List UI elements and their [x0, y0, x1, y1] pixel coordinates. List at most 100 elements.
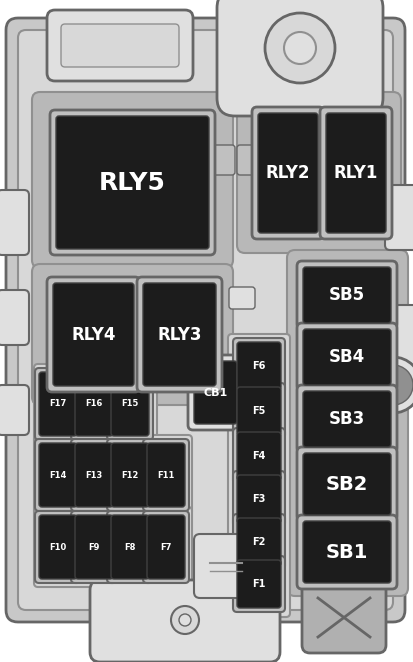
FancyBboxPatch shape: [53, 283, 134, 386]
FancyBboxPatch shape: [228, 334, 289, 617]
FancyBboxPatch shape: [296, 515, 396, 589]
Text: SB5: SB5: [328, 286, 364, 304]
FancyBboxPatch shape: [384, 305, 413, 370]
Text: F4: F4: [252, 451, 265, 461]
FancyBboxPatch shape: [236, 145, 260, 175]
Text: RLY3: RLY3: [157, 326, 201, 344]
Text: F6: F6: [252, 361, 265, 371]
FancyBboxPatch shape: [35, 439, 81, 511]
FancyBboxPatch shape: [47, 277, 140, 392]
FancyBboxPatch shape: [147, 515, 185, 579]
Text: RLY4: RLY4: [71, 326, 116, 344]
FancyBboxPatch shape: [302, 267, 390, 323]
FancyBboxPatch shape: [75, 443, 113, 507]
FancyBboxPatch shape: [32, 264, 233, 405]
FancyBboxPatch shape: [236, 475, 280, 523]
Text: F3: F3: [252, 494, 265, 504]
Text: RLY2: RLY2: [265, 164, 309, 182]
Text: RLY5: RLY5: [99, 171, 166, 195]
FancyBboxPatch shape: [0, 190, 29, 255]
FancyBboxPatch shape: [188, 355, 242, 430]
FancyBboxPatch shape: [39, 515, 77, 579]
FancyBboxPatch shape: [71, 511, 117, 583]
FancyBboxPatch shape: [142, 511, 189, 583]
FancyBboxPatch shape: [233, 428, 284, 484]
FancyBboxPatch shape: [384, 185, 413, 250]
FancyBboxPatch shape: [236, 387, 280, 435]
FancyBboxPatch shape: [301, 582, 385, 653]
FancyBboxPatch shape: [18, 30, 392, 610]
FancyBboxPatch shape: [39, 372, 77, 436]
FancyBboxPatch shape: [257, 113, 317, 233]
FancyBboxPatch shape: [111, 443, 149, 507]
Text: F1: F1: [252, 579, 265, 589]
Text: F13: F13: [85, 471, 102, 479]
FancyBboxPatch shape: [296, 385, 396, 453]
FancyBboxPatch shape: [302, 329, 390, 385]
Text: CB1: CB1: [203, 387, 227, 397]
FancyBboxPatch shape: [0, 385, 29, 435]
FancyBboxPatch shape: [61, 24, 178, 67]
FancyBboxPatch shape: [147, 443, 185, 507]
Text: F8: F8: [124, 542, 135, 551]
Text: F2: F2: [252, 537, 265, 547]
FancyBboxPatch shape: [90, 580, 279, 662]
FancyBboxPatch shape: [236, 342, 280, 390]
FancyBboxPatch shape: [296, 323, 396, 391]
Text: RLY1: RLY1: [333, 164, 377, 182]
FancyBboxPatch shape: [107, 368, 153, 440]
FancyBboxPatch shape: [39, 443, 77, 507]
Text: F10: F10: [49, 542, 66, 551]
Text: SB3: SB3: [328, 410, 364, 428]
Text: F11: F11: [157, 471, 174, 479]
FancyBboxPatch shape: [216, 0, 382, 116]
FancyBboxPatch shape: [6, 18, 404, 622]
FancyBboxPatch shape: [35, 368, 81, 440]
Circle shape: [264, 13, 334, 83]
FancyBboxPatch shape: [34, 507, 192, 587]
FancyBboxPatch shape: [142, 439, 189, 511]
FancyBboxPatch shape: [75, 372, 113, 436]
FancyBboxPatch shape: [75, 515, 113, 579]
FancyBboxPatch shape: [107, 511, 153, 583]
FancyBboxPatch shape: [296, 447, 396, 521]
FancyBboxPatch shape: [319, 107, 391, 239]
FancyBboxPatch shape: [111, 515, 149, 579]
FancyBboxPatch shape: [32, 92, 233, 268]
Circle shape: [178, 614, 190, 626]
FancyBboxPatch shape: [34, 435, 192, 515]
Text: SB2: SB2: [325, 475, 367, 493]
Text: F7: F7: [160, 542, 171, 551]
FancyBboxPatch shape: [233, 338, 284, 394]
FancyBboxPatch shape: [236, 432, 280, 480]
FancyBboxPatch shape: [142, 283, 216, 386]
FancyBboxPatch shape: [211, 145, 235, 175]
FancyBboxPatch shape: [137, 277, 221, 392]
Text: F14: F14: [49, 471, 66, 479]
FancyBboxPatch shape: [233, 514, 284, 570]
FancyBboxPatch shape: [286, 250, 407, 596]
FancyBboxPatch shape: [252, 107, 323, 239]
FancyBboxPatch shape: [71, 368, 117, 440]
Circle shape: [364, 357, 413, 413]
FancyBboxPatch shape: [47, 10, 192, 81]
FancyBboxPatch shape: [71, 439, 117, 511]
FancyBboxPatch shape: [194, 534, 257, 598]
FancyBboxPatch shape: [107, 439, 153, 511]
FancyBboxPatch shape: [56, 116, 209, 249]
FancyBboxPatch shape: [35, 511, 81, 583]
FancyBboxPatch shape: [111, 372, 149, 436]
Circle shape: [283, 32, 315, 64]
FancyBboxPatch shape: [236, 560, 280, 608]
Text: F17: F17: [49, 399, 66, 408]
Text: F9: F9: [88, 542, 100, 551]
Text: F16: F16: [85, 399, 102, 408]
FancyBboxPatch shape: [233, 471, 284, 527]
FancyBboxPatch shape: [296, 261, 396, 329]
Text: F5: F5: [252, 406, 265, 416]
FancyBboxPatch shape: [233, 383, 284, 439]
Circle shape: [171, 606, 199, 634]
FancyBboxPatch shape: [325, 113, 385, 233]
FancyBboxPatch shape: [302, 453, 390, 515]
Text: F15: F15: [121, 399, 138, 408]
